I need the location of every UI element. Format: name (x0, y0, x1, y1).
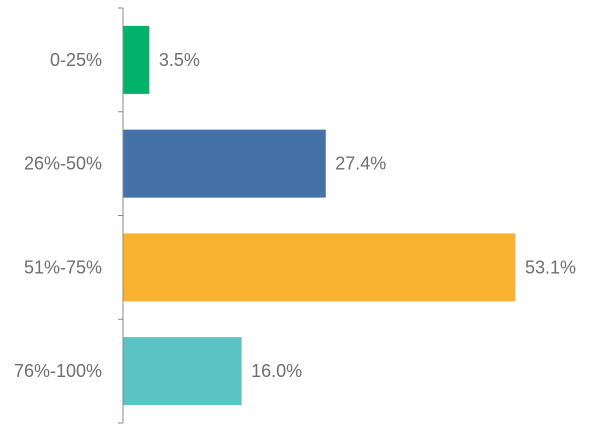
bar (123, 129, 326, 198)
bar (123, 25, 150, 94)
labels-layer: 0-25% 3.5% 26%-50% 27.4% 51%-75% 53.1% 76%-100… (14, 50, 576, 381)
category-tick-label: 0-25% (50, 50, 102, 70)
bar-value-label: 3.5% (159, 50, 200, 70)
bars-layer (123, 25, 516, 406)
category-tick-label: 51%-75% (24, 257, 102, 277)
category-tick-label: 26%-50% (24, 154, 102, 174)
bar-value-label: 16.0% (251, 361, 302, 381)
category-axis (118, 7, 124, 424)
bar (123, 233, 516, 302)
bar (123, 337, 242, 406)
bar-value-label: 53.1% (525, 257, 576, 277)
category-tick-label: 76%-100% (14, 361, 102, 381)
bar-value-label: 27.4% (335, 154, 386, 174)
